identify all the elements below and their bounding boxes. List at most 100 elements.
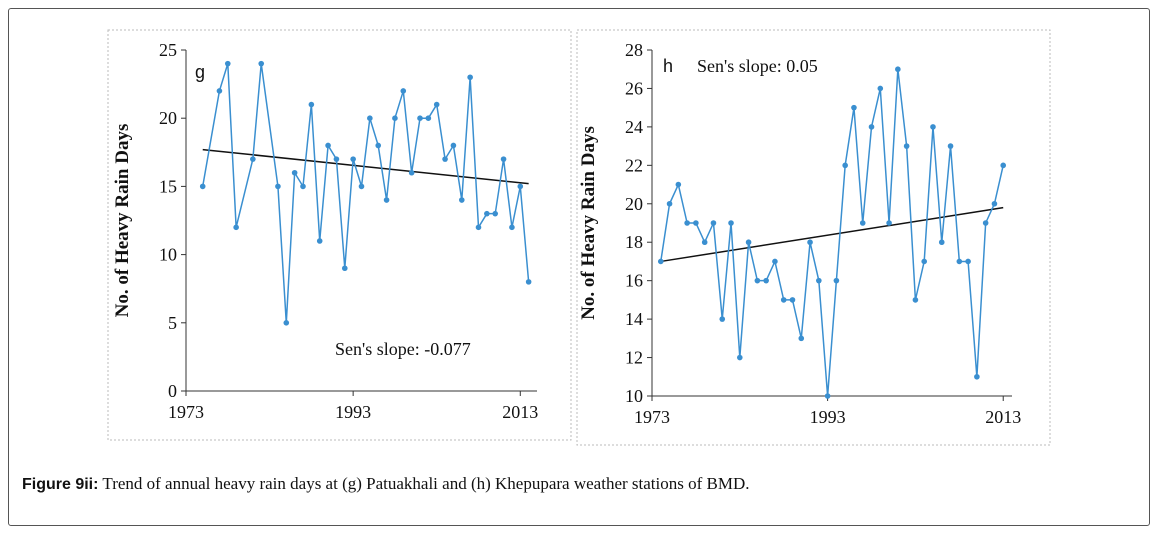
point (701, 239, 708, 246)
point (1000, 162, 1007, 169)
point (824, 393, 831, 399)
point (300, 183, 306, 190)
x-tick-label: 1993 (810, 407, 846, 427)
point (400, 88, 407, 94)
point (509, 224, 515, 231)
point (921, 258, 927, 265)
point (974, 373, 980, 380)
y-tick-label: 18 (625, 232, 643, 252)
point (675, 181, 682, 188)
annotation: Sen's slope: 0.05 (697, 56, 818, 76)
point (982, 220, 989, 226)
point (492, 210, 499, 217)
caption-label: Figure 9ii: (22, 476, 99, 493)
point (912, 297, 919, 303)
panel-label: g (195, 62, 205, 82)
y-tick-label: 24 (625, 117, 643, 137)
point (325, 142, 331, 149)
point (903, 143, 910, 149)
point (772, 258, 778, 265)
point (851, 104, 857, 111)
point (965, 258, 971, 265)
point (450, 142, 457, 149)
y-tick-label: 22 (625, 155, 643, 175)
point (938, 239, 945, 246)
y-tick-label: 0 (168, 381, 177, 401)
point (467, 74, 473, 81)
point (842, 162, 848, 169)
point (719, 316, 726, 322)
point (991, 200, 998, 207)
point (947, 143, 954, 149)
y-axis-label: No. of Heavy Rain Days (578, 126, 599, 320)
panel-label: h (663, 56, 673, 76)
point (807, 239, 813, 246)
y-tick-label: 10 (625, 386, 643, 406)
point (425, 115, 432, 121)
point (693, 220, 699, 226)
point (710, 220, 717, 226)
point (258, 60, 265, 67)
series-line (201, 63, 530, 323)
point (737, 354, 743, 361)
point (833, 277, 840, 284)
point (216, 88, 223, 94)
y-tick-label: 14 (625, 309, 643, 329)
series-line (660, 69, 1004, 397)
y-axis-label: No. of Heavy Rain Days (112, 124, 133, 318)
y-tick-label: 20 (625, 194, 643, 214)
point (199, 183, 206, 190)
trend-line (202, 148, 529, 185)
caption-text: Trend of annual heavy rain days at (g) P… (102, 474, 750, 493)
annotation: Sen's slope: -0.077 (335, 339, 471, 359)
point (780, 297, 787, 303)
x-tick-label: 1973 (634, 407, 670, 427)
point (763, 277, 769, 284)
y-tick-label: 12 (625, 348, 643, 368)
point (745, 239, 752, 246)
point (233, 224, 239, 231)
y-tick-label: 16 (625, 271, 643, 291)
point (484, 210, 490, 217)
point (316, 238, 323, 244)
point (525, 279, 532, 285)
point (877, 85, 884, 92)
point (383, 197, 390, 203)
point (308, 101, 315, 108)
point (517, 183, 524, 190)
y-tick-label: 28 (625, 40, 643, 60)
point (728, 220, 734, 226)
y-tick-label: 26 (625, 78, 643, 98)
point (798, 335, 805, 342)
point (367, 115, 373, 121)
point (886, 220, 892, 226)
point (408, 169, 415, 176)
point (341, 265, 348, 272)
point (358, 183, 365, 190)
point (930, 124, 936, 130)
point (392, 115, 398, 121)
y-tick-label: 15 (159, 176, 177, 196)
point (789, 297, 796, 303)
point (657, 258, 664, 265)
panel-border (576, 29, 1051, 446)
point (458, 197, 465, 203)
y-tick-label: 20 (159, 108, 177, 128)
point (684, 220, 690, 226)
point (666, 200, 673, 207)
trend-line (660, 206, 1004, 263)
point (816, 277, 822, 284)
point (283, 320, 290, 326)
caption: Figure 9ii: Trend of annual heavy rain d… (22, 474, 750, 494)
x-tick-label: 1973 (168, 402, 204, 422)
point (500, 156, 507, 162)
point (475, 224, 482, 231)
y-tick-label: 5 (168, 313, 177, 333)
x-tick-label: 2013 (985, 407, 1021, 427)
point (224, 60, 231, 67)
y-tick-label: 25 (159, 40, 177, 60)
point (868, 124, 875, 130)
figure-frame (8, 8, 1150, 526)
point (250, 156, 256, 162)
